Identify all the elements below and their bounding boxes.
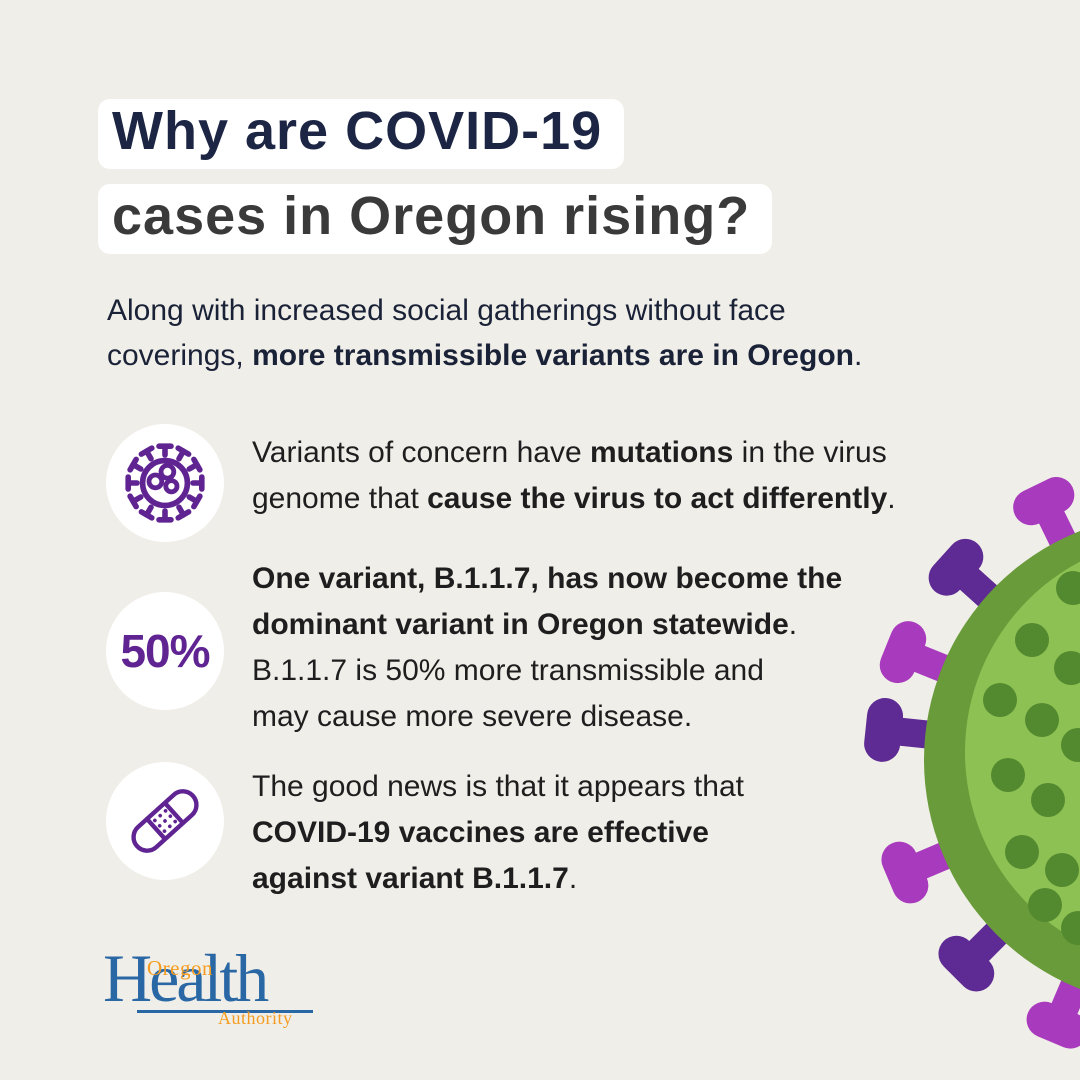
intro-paragraph: Along with increased social gatherings w…	[107, 288, 862, 378]
text-line: One variant, B.1.1.7, has now become the	[252, 556, 842, 602]
text-segment: .	[887, 482, 896, 515]
virus-dots	[983, 571, 1080, 945]
text-segment: coverings,	[107, 339, 253, 372]
text-line: coverings, more transmissible variants a…	[107, 333, 862, 378]
text-segment: Variants of concern have	[252, 436, 590, 469]
oha-logo-underline	[137, 1010, 313, 1013]
percentage-badge: 50%	[106, 592, 224, 710]
text-segment: .	[788, 608, 798, 641]
text-segment: may cause more severe disease.	[252, 700, 693, 733]
page-title-line2-text: cases in Oregon rising?	[112, 186, 751, 246]
oha-logo-oregon: Oregon	[147, 956, 213, 980]
oha-logo-health: Health	[103, 940, 269, 1016]
text-segment: cause the virus to act differently	[427, 482, 888, 515]
virus-icon-glyph	[117, 435, 213, 531]
text-line: may cause more severe disease.	[252, 694, 842, 740]
oha-logo-authority: Authority	[218, 1008, 293, 1028]
percentage-badge-text: 50%	[120, 625, 210, 677]
text-segment: One variant, B.1.1.7, has now become the	[252, 562, 843, 595]
text-line: dominant variant in Oregon statewide.	[252, 602, 842, 648]
text-segment: Along with increased social gatherings w…	[107, 294, 786, 327]
text-segment: genome that	[252, 482, 428, 515]
text-line: Variants of concern have mutations in th…	[252, 430, 896, 476]
text-segment: more transmissible variants are in Orego…	[252, 339, 854, 372]
text-line: COVID-19 vaccines are effective	[252, 810, 744, 856]
text-line: The good news is that it appears that	[252, 764, 744, 810]
text-segment: .	[853, 339, 863, 372]
text-line: against variant B.1.1.7.	[252, 856, 744, 902]
text-segment: COVID-19 vaccines are effective	[252, 816, 709, 849]
text-line: genome that cause the virus to act diffe…	[252, 476, 896, 522]
text-segment: B.1.1.7 is 50% more transmissible and	[252, 654, 764, 687]
text-segment: mutations	[589, 436, 734, 469]
virus-body	[965, 561, 1080, 943]
item-text-vaccines: The good news is that it appears that COV…	[252, 764, 744, 902]
page-title-line1: Why are COVID-19	[98, 99, 625, 169]
oha-logo: Health Oregon Authority	[103, 944, 343, 1038]
text-line: B.1.1.7 is 50% more transmissible and	[252, 648, 842, 694]
text-segment: .	[568, 862, 578, 895]
page-title-line2: cases in Oregon rising?	[98, 184, 773, 254]
item-text-variants: Variants of concern have mutations in th…	[252, 430, 896, 522]
text-segment: in the virus	[733, 436, 887, 469]
item-text-b117: One variant, B.1.1.7, has now become the…	[252, 556, 842, 740]
text-segment: dominant variant in Oregon statewide	[252, 608, 789, 641]
virus-icon	[106, 424, 224, 542]
bandage-icon	[106, 762, 224, 880]
text-segment: The good news is that it appears that	[252, 770, 744, 803]
text-line: Along with increased social gatherings w…	[107, 288, 862, 333]
bandage-icon-glyph	[131, 789, 199, 853]
text-segment: against variant B.1.1.7	[252, 862, 569, 895]
page-title-line1-text: Why are COVID-19	[112, 101, 603, 161]
